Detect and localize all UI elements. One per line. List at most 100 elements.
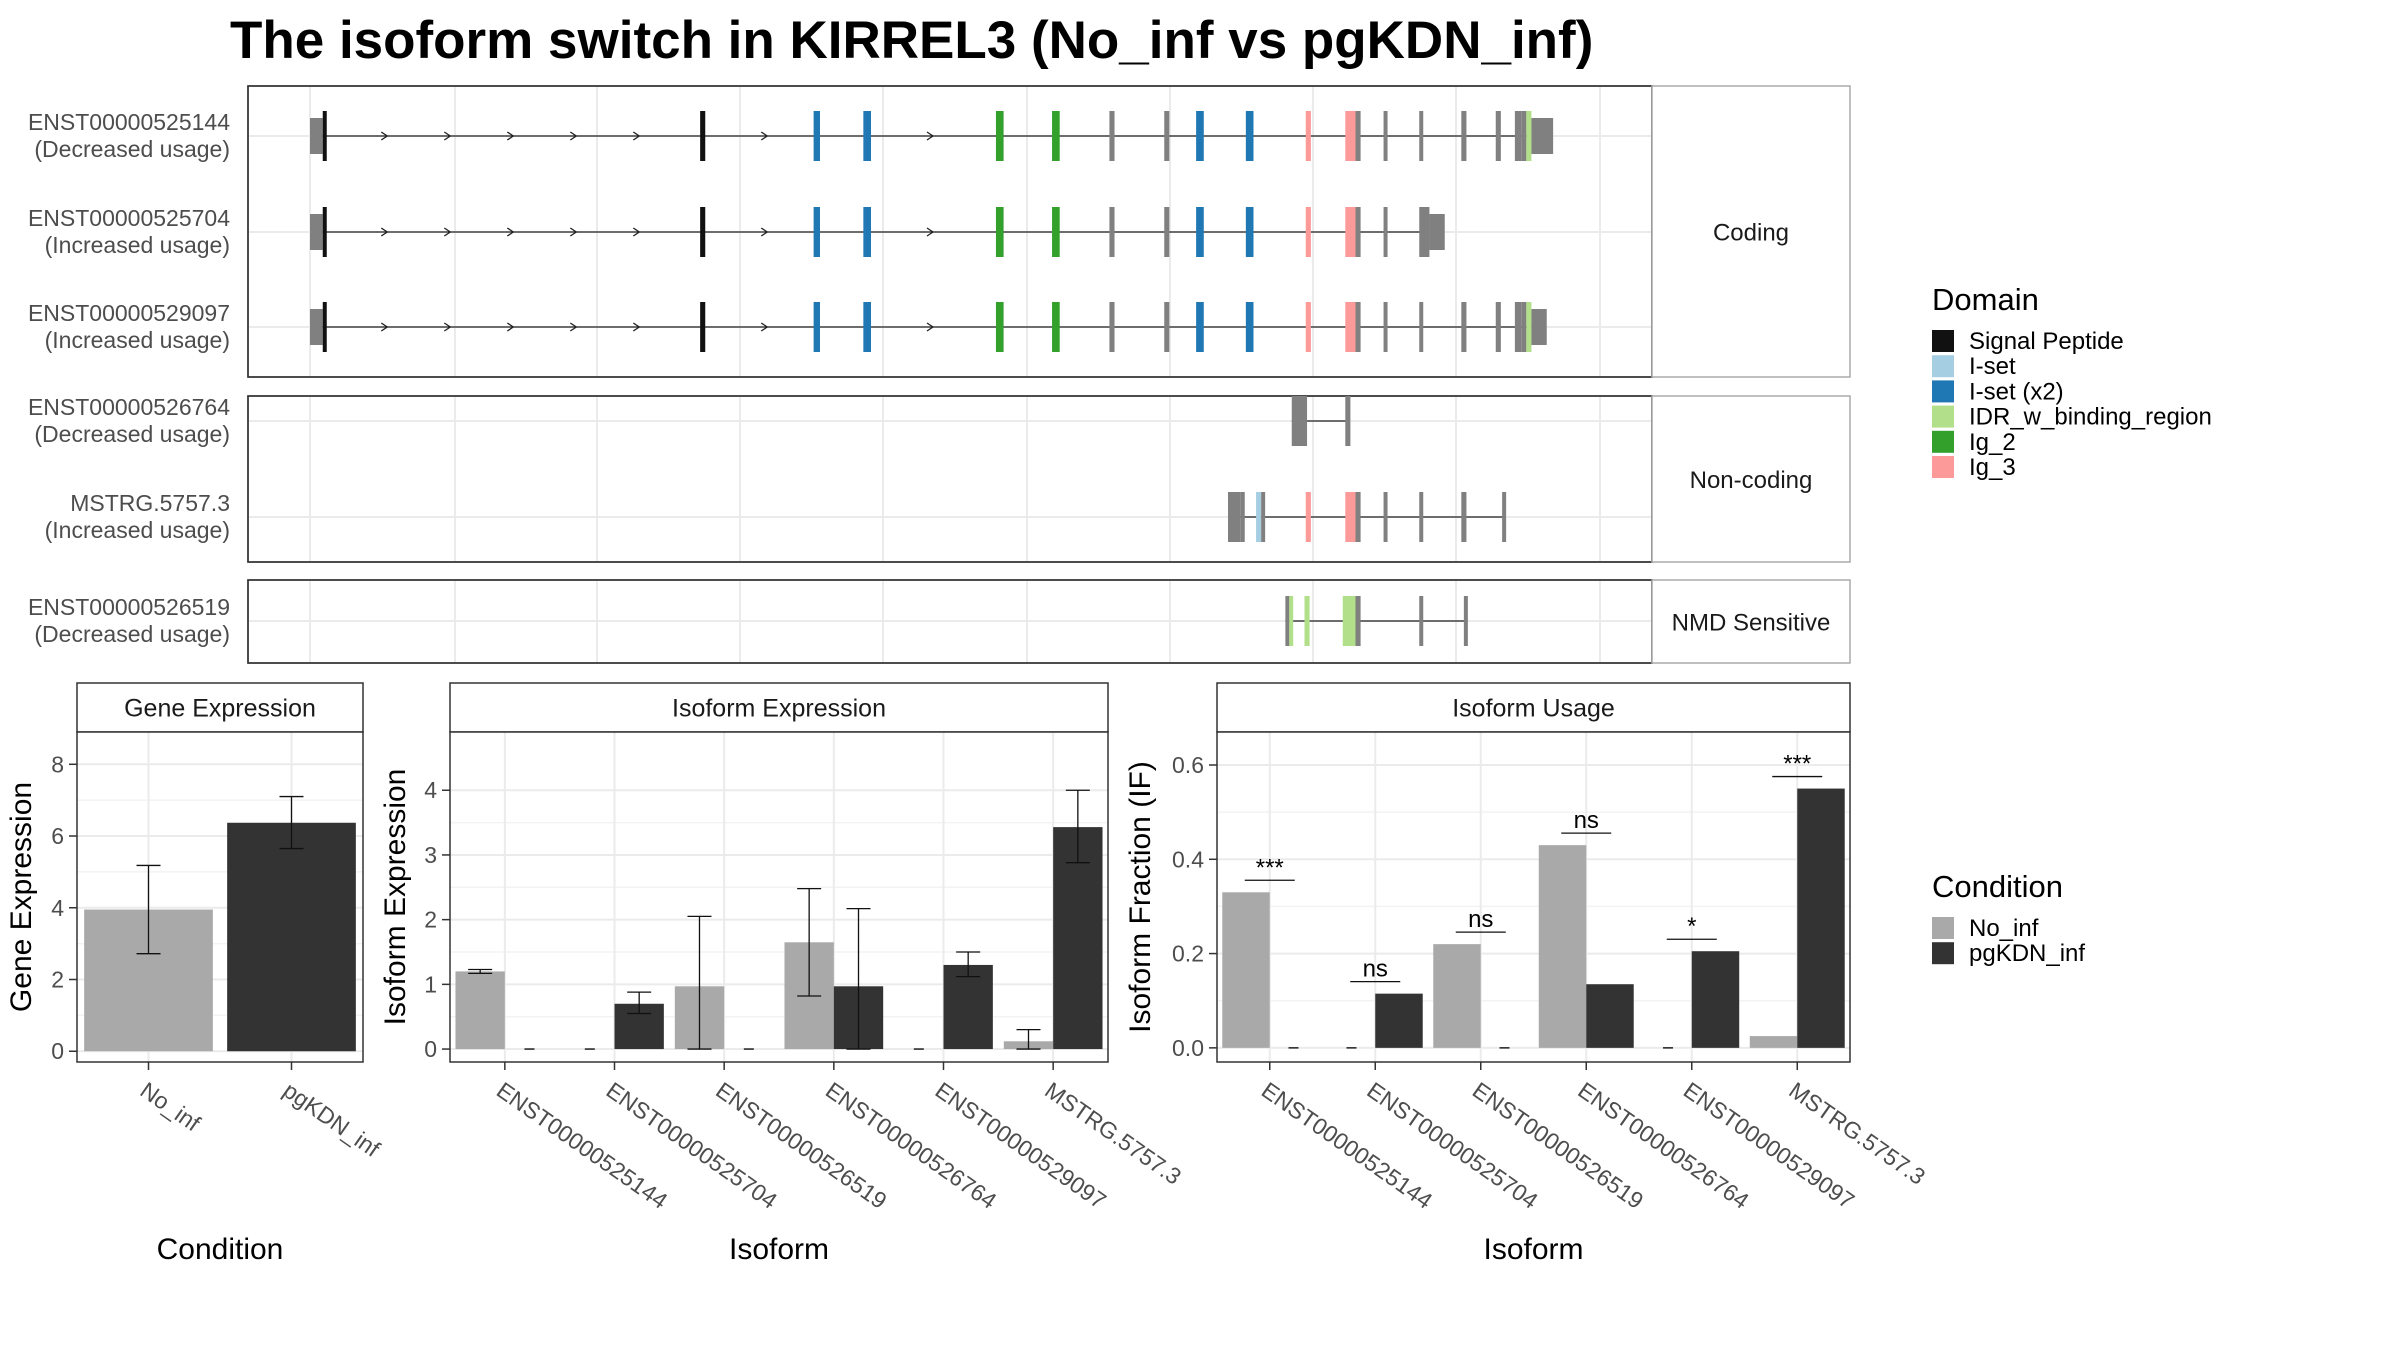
bar-pgkdn-inf-mstrg-5757-3 — [1797, 788, 1845, 1048]
domain-block-ig-2 — [1052, 302, 1060, 352]
bar-no-inf-enst00000525144 — [1222, 892, 1270, 1048]
bar-no-inf-mstrg-5757-3 — [1749, 1036, 1798, 1048]
exon-block — [1383, 302, 1388, 352]
transcript-track: ENST00000525704(Increased usage) — [28, 205, 1445, 258]
domain-legend-label-i-set-x2: I-set (x2) — [1969, 378, 2064, 405]
chart-title: Gene Expression — [124, 695, 316, 723]
exon-block — [1345, 396, 1351, 446]
domain-block-i-set-x2 — [1196, 207, 1204, 257]
utr-block — [1429, 214, 1445, 250]
transcript-usage-label: (Increased usage) — [45, 517, 230, 543]
x-tick-label-pgkdn-inf: pgKDN_inf — [279, 1077, 386, 1162]
domain-block-i-set-x2 — [1196, 302, 1204, 352]
y-tick-label: 0.2 — [1172, 941, 1204, 967]
bar-pgkdn-inf-enst00000525704 — [1375, 993, 1423, 1048]
exon-block — [1419, 302, 1424, 352]
exon-block — [1502, 492, 1507, 542]
bars — [1222, 788, 1845, 1049]
intron-direction-arrow — [926, 322, 935, 332]
condition-legend-label-no-inf: No_inf — [1969, 915, 2039, 942]
transcript-usage-label: (Decreased usage) — [34, 421, 230, 447]
group-strip — [1651, 579, 1851, 664]
domain-block-ig-3 — [1305, 302, 1311, 352]
exon-block — [1164, 207, 1170, 257]
domain-block-signal-peptide — [700, 302, 706, 352]
y-tick-label: 2 — [51, 967, 64, 993]
chart-title-strip — [1216, 682, 1851, 733]
transcript-track: ENST00000526764(Decreased usage) — [28, 394, 1351, 447]
exon-block — [1521, 302, 1527, 352]
exon-block — [1355, 492, 1361, 542]
domain-block-signal-peptide — [322, 111, 327, 161]
intron-direction-arrow — [443, 322, 452, 332]
domain-block-i-set-x2 — [1245, 111, 1254, 161]
bar-no-inf-enst00000526764 — [1538, 845, 1587, 1048]
intron-direction-arrow — [632, 131, 641, 141]
exon-block — [1514, 111, 1522, 161]
y-tick-label: 8 — [51, 751, 64, 777]
chart-title: Isoform Usage — [1452, 695, 1615, 723]
intron-direction-arrow — [443, 227, 452, 237]
chart-title-strip — [449, 682, 1109, 733]
domain-block-ig-3 — [1345, 302, 1356, 352]
intron-direction-arrow — [380, 227, 389, 237]
intron-direction-arrow — [506, 322, 515, 332]
condition-legend-swatch-pgkdn-inf — [1932, 942, 1954, 965]
domain-block-ig-3 — [1345, 207, 1356, 257]
domain-block-ig-3 — [1345, 492, 1356, 542]
domain-block-signal-peptide — [700, 111, 706, 161]
domain-block-idr-w-binding-region — [1304, 596, 1310, 646]
domain-block-i-set-x2 — [1245, 302, 1254, 352]
domain-legend-label-idr-w-binding-region: IDR_w_binding_region — [1969, 404, 2212, 431]
intron-direction-arrow — [569, 227, 578, 237]
bar-pgkdn-inf-enst00000526764 — [1586, 984, 1634, 1048]
exon-block — [1228, 492, 1241, 542]
domain-block-ig-2 — [1052, 111, 1060, 161]
transcript-name-label: ENST00000529097 — [28, 300, 230, 326]
exon-block — [1109, 302, 1115, 352]
group-strip-label: NMD Sensitive — [1672, 610, 1831, 637]
intron-direction-arrow — [443, 131, 452, 141]
exon-block — [1419, 207, 1430, 257]
group-strip — [1651, 85, 1851, 378]
transcript-name-label: ENST00000525704 — [28, 205, 230, 231]
x-axis-title: Condition — [157, 1233, 284, 1266]
transcript-usage-label: (Decreased usage) — [34, 136, 230, 162]
x-tick-label-enst00000525704: ENST00000525704 — [1362, 1077, 1543, 1214]
y-tick-label: 4 — [424, 777, 437, 803]
intron-direction-arrow — [506, 227, 515, 237]
domain-legend-label-signal-peptide: Signal Peptide — [1969, 328, 2124, 355]
condition-legend-swatch-no-inf — [1932, 917, 1954, 939]
plot-area-border — [449, 731, 1109, 1063]
bar-pgkdn-inf — [227, 822, 356, 1052]
domain-legend-swatch-signal-peptide — [1932, 330, 1954, 352]
y-tick-label: 3 — [424, 842, 437, 868]
domain-block-ig-3 — [1305, 207, 1311, 257]
exon-block — [1109, 111, 1115, 161]
x-axis-title: Isoform — [729, 1233, 829, 1266]
domain-block-idr-w-binding-region — [1289, 596, 1294, 646]
exon-block — [1355, 302, 1361, 352]
domain-block-i-set-x2 — [863, 302, 871, 352]
x-tick-label-enst00000525144: ENST00000525144 — [1257, 1077, 1438, 1214]
domain-legend-swatch-i-set-x2 — [1932, 380, 1954, 403]
exon-block — [1383, 111, 1388, 161]
utr-block — [1531, 309, 1547, 345]
y-tick-label: 2 — [424, 907, 437, 933]
y-tick-label: 4 — [51, 895, 64, 921]
x-tick-label-enst00000526519: ENST00000526519 — [1468, 1077, 1648, 1214]
domain-legend-swatch-i-set — [1932, 355, 1954, 378]
exon-block — [1164, 302, 1170, 352]
group-panel-background — [247, 395, 1653, 563]
bar-pgkdn-inf-enst00000529097 — [1691, 951, 1740, 1048]
plot-area-background — [450, 732, 1108, 1062]
transcript-name-label: ENST00000526764 — [28, 394, 230, 420]
exon-block — [1419, 492, 1424, 542]
chart-title: Isoform Expression — [672, 695, 886, 723]
intron-direction-arrow — [632, 322, 641, 332]
x-tick-label-enst00000529097: ENST00000529097 — [1679, 1077, 1859, 1214]
significance-label: ns — [1468, 906, 1493, 933]
